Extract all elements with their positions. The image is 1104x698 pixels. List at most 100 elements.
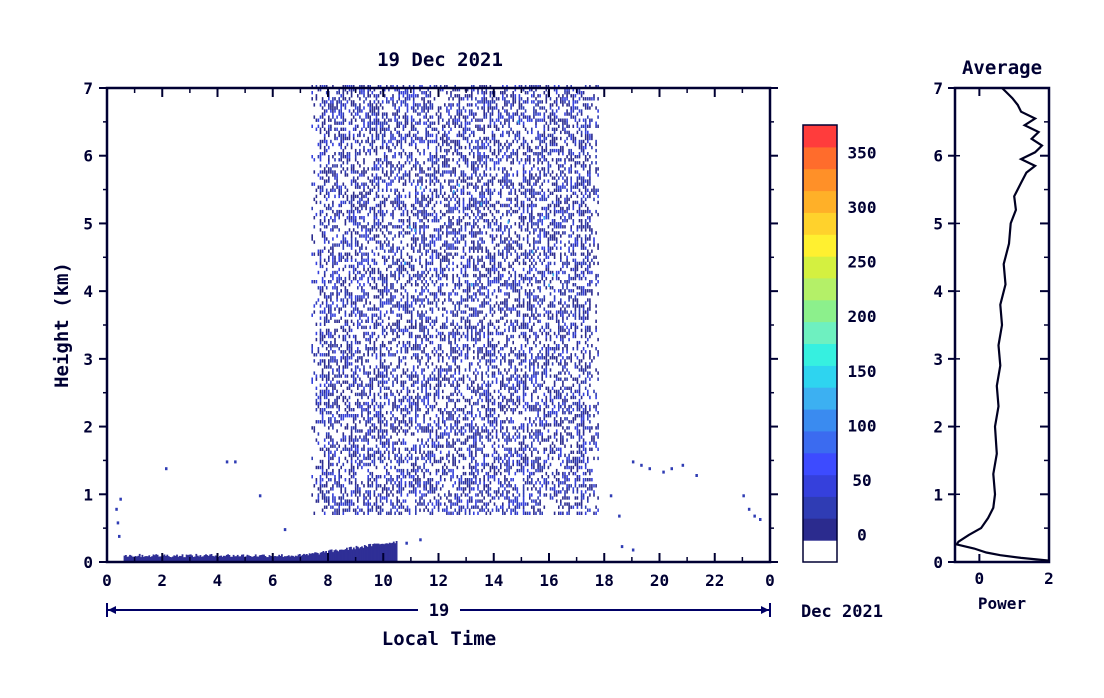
heatmap-cell: [481, 176, 483, 180]
heatmap-cell: [367, 112, 369, 116]
heatmap-cell: [483, 170, 485, 174]
heatmap-cell: [446, 395, 448, 400]
heatmap-cell: [340, 100, 342, 104]
heatmap-cell: [458, 505, 461, 509]
heatmap-cell: [477, 505, 479, 509]
heatmap-cell: [340, 170, 342, 174]
heatmap-cell: [361, 127, 363, 131]
heatmap-cell: [471, 97, 473, 101]
heatmap-cell: [313, 225, 316, 229]
heatmap-cell: [419, 243, 421, 247]
heatmap-cell: [352, 453, 355, 458]
heatmap-cell: [332, 493, 334, 497]
heatmap-cell: [386, 97, 388, 101]
heatmap-cell: [398, 167, 400, 171]
heatmap-cell: [398, 94, 400, 98]
heatmap-cell: [412, 127, 415, 131]
heatmap-cell: [464, 270, 467, 275]
heatmap-cell: [319, 420, 322, 424]
heatmap-cell: [483, 404, 485, 409]
heatmap-cell: [361, 465, 363, 470]
heatmap-cell: [398, 392, 400, 397]
heatmap-cell: [425, 267, 427, 272]
heatmap-cell: [456, 240, 459, 244]
heatmap-cell: [398, 404, 400, 409]
heatmap-cell: [419, 465, 421, 470]
heatmap-cell: [454, 459, 456, 464]
heatmap-cell: [363, 264, 365, 269]
heatmap-cell: [458, 88, 461, 92]
heatmap-cell: [375, 353, 378, 357]
heatmap-cell: [406, 158, 409, 162]
heatmap-cell: [375, 313, 378, 317]
heatmap-cell: [456, 398, 459, 403]
heatmap-cell: [334, 359, 336, 363]
heatmap-cell: [446, 444, 448, 448]
heatmap-cell: [377, 219, 380, 223]
heatmap-cell: [468, 109, 471, 113]
heatmap-cell: [471, 246, 473, 250]
heatmap-cell: [444, 133, 446, 138]
heatmap-cell: [487, 432, 490, 436]
heatmap-cell: [481, 417, 483, 421]
heatmap-cell: [423, 121, 425, 125]
heatmap-cell: [437, 158, 440, 162]
heatmap-cell: [367, 508, 369, 512]
heatmap-cell: [406, 115, 409, 119]
heatmap-cell: [460, 124, 463, 128]
heatmap-cell: [487, 438, 490, 442]
heatmap-cell: [452, 216, 454, 220]
heatmap-cell: [406, 91, 409, 95]
heatmap-cell: [466, 176, 469, 180]
heatmap-cell: [446, 246, 448, 250]
heatmap-cell: [468, 249, 471, 253]
heatmap-cell: [367, 417, 369, 421]
heatmap-cell: [462, 203, 465, 208]
heatmap-cell: [315, 337, 318, 342]
heatmap-cell: [323, 453, 326, 458]
heatmap-cell: [377, 334, 380, 339]
heatmap-cell: [392, 243, 394, 247]
heatmap-cell: [394, 127, 396, 131]
heatmap-cell: [410, 432, 413, 436]
heatmap-cell: [471, 380, 473, 384]
heatmap-cell: [439, 85, 442, 89]
heatmap-cell: [439, 487, 442, 491]
heatmap-cell: [421, 493, 423, 497]
heatmap-cell: [452, 167, 454, 171]
heatmap-cell: [402, 331, 405, 336]
heatmap-cell: [462, 191, 465, 195]
heatmap-cell: [442, 118, 444, 122]
heatmap-cell: [338, 468, 340, 473]
heatmap-cell: [340, 188, 342, 192]
heatmap-cell: [390, 212, 392, 217]
heatmap-cell: [425, 115, 427, 119]
heatmap-cell: [444, 377, 446, 381]
heatmap-cell: [417, 148, 419, 153]
heatmap-cell: [437, 435, 440, 439]
heatmap-cell: [437, 368, 440, 372]
heatmap-cell: [342, 337, 345, 342]
heatmap-cell: [392, 478, 394, 482]
heatmap-cell: [379, 350, 382, 354]
heatmap-cell: [481, 490, 483, 494]
heatmap-cell: [398, 194, 400, 199]
heatmap-cell: [483, 206, 485, 211]
heatmap-cell: [415, 188, 417, 192]
heatmap-cell: [375, 158, 378, 162]
heatmap-cell: [361, 392, 363, 397]
heatmap-cell: [487, 508, 490, 512]
heatmap-cell: [398, 276, 400, 281]
heatmap-cell: [431, 139, 434, 144]
heatmap-cell: [377, 225, 380, 229]
heatmap-cell: [423, 139, 425, 144]
heatmap-cell: [421, 356, 423, 360]
heatmap-cell: [431, 219, 434, 223]
heatmap-cell: [336, 395, 338, 400]
heatmap-cell: [439, 331, 442, 336]
heatmap-cell: [452, 97, 454, 101]
heatmap-cell: [475, 295, 477, 299]
heatmap-cell: [381, 459, 384, 464]
heatmap-cell: [330, 417, 332, 421]
heatmap-cell: [363, 313, 365, 317]
